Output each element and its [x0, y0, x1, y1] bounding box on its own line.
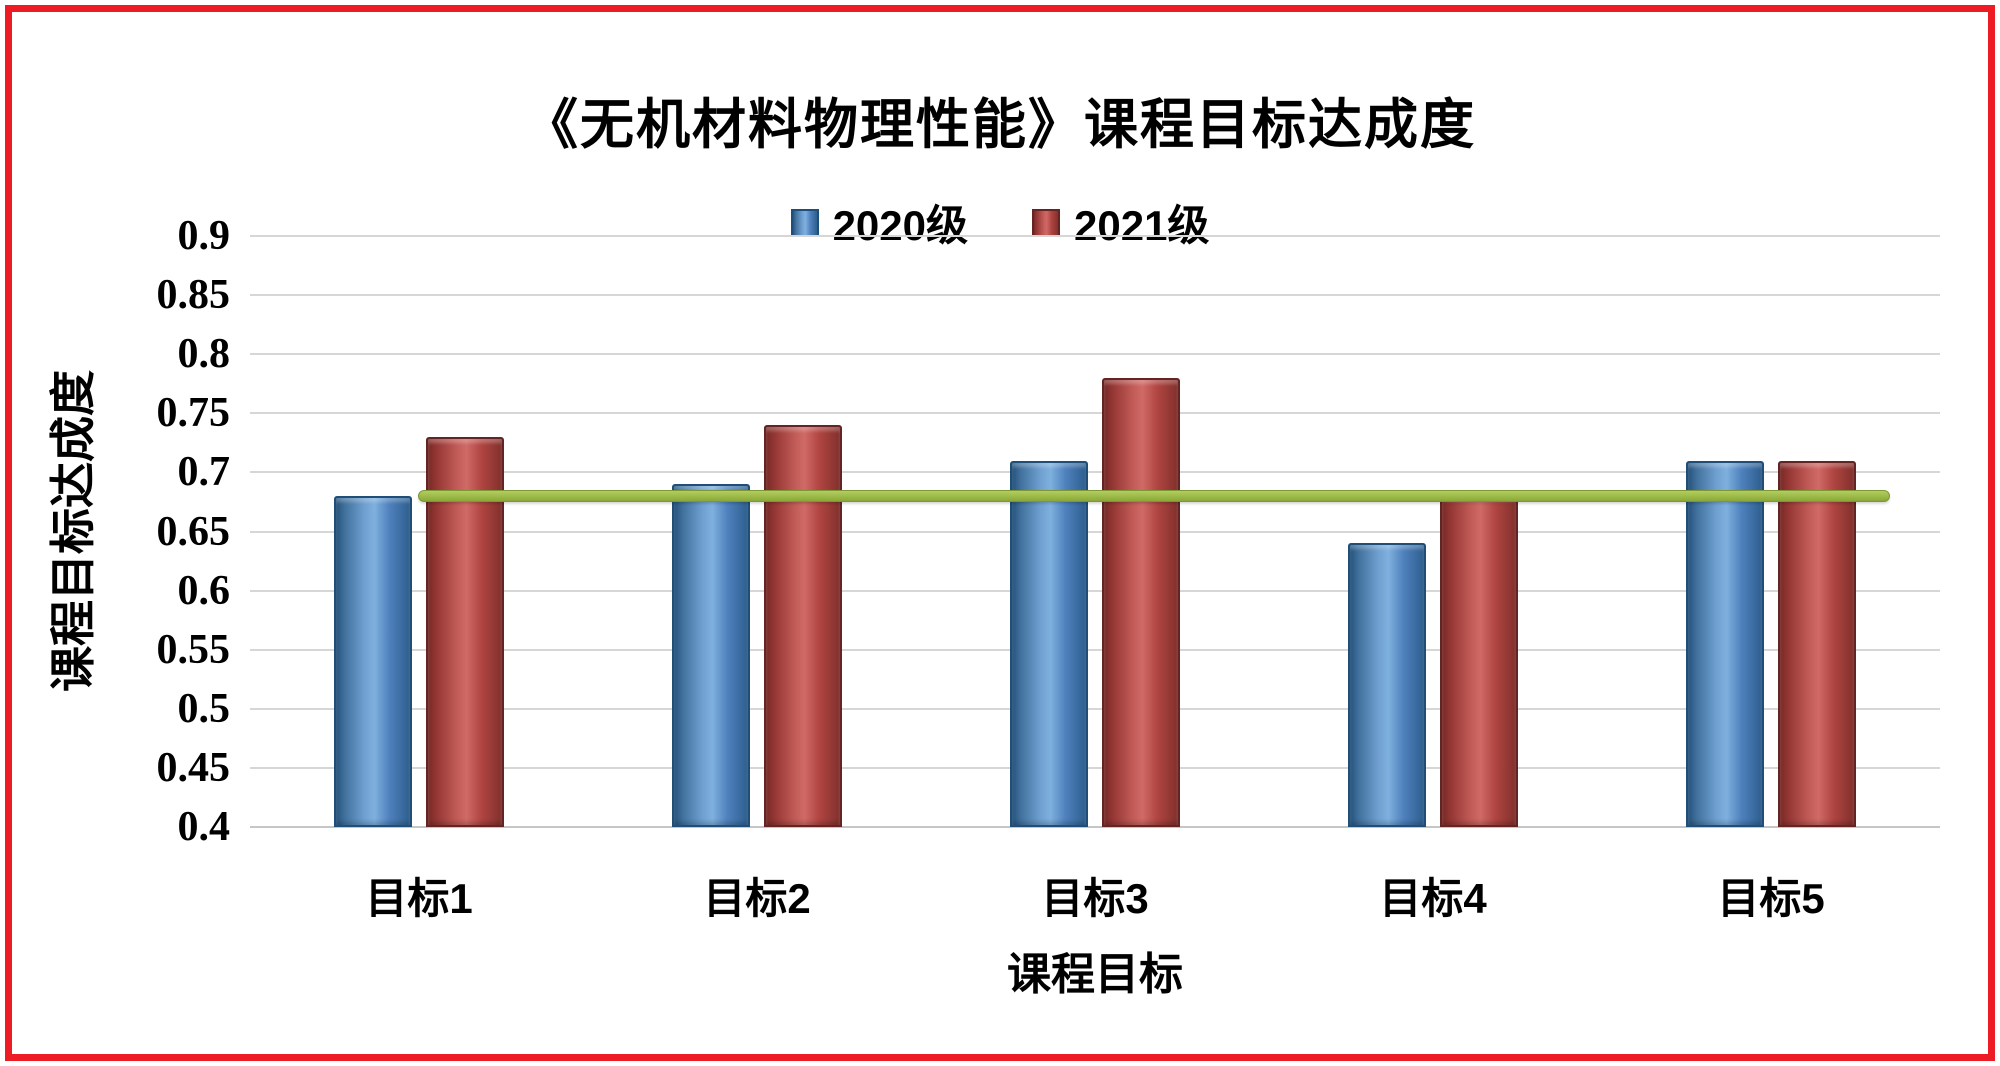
gridline — [250, 294, 1940, 297]
bar-series2-cat5 — [1778, 460, 1856, 827]
x-category-label: 目标2 — [703, 875, 811, 922]
y-tick-label: 0.55 — [156, 626, 231, 673]
y-tick-label: 0.85 — [156, 272, 231, 319]
x-axis-label: 课程目标 — [1007, 950, 1183, 999]
y-tick-label: 0.8 — [177, 331, 231, 378]
gridline — [250, 530, 1940, 533]
y-tick-label: 0.65 — [156, 508, 231, 555]
gridline — [250, 412, 1940, 415]
y-tick-label: 0.7 — [177, 449, 231, 496]
y-tick-label: 0.45 — [156, 744, 231, 791]
bar-series2-cat3 — [1102, 377, 1180, 827]
bar-series1-cat5 — [1686, 460, 1764, 827]
y-tick-label: 0.9 — [177, 213, 231, 259]
y-tick-label: 0.4 — [177, 804, 231, 850]
bar-series1-cat3 — [1010, 460, 1088, 827]
x-category-label: 目标5 — [1717, 875, 1825, 922]
legend-swatch-icon — [790, 208, 819, 237]
legend-label: 2020级 — [832, 202, 968, 249]
bar-series2-cat2 — [764, 425, 842, 827]
gridline — [250, 353, 1940, 356]
y-tick-label: 0.75 — [156, 390, 231, 437]
y-tick-label: 0.6 — [177, 567, 231, 614]
x-category-label: 目标3 — [1041, 875, 1149, 922]
legend-swatch-icon — [1032, 208, 1060, 237]
gridline — [250, 766, 1940, 769]
bar-series1-cat1 — [334, 496, 412, 827]
gridline — [250, 707, 1940, 710]
bar-series1-cat4 — [1348, 543, 1426, 827]
gridline — [250, 589, 1940, 592]
bar-series1-cat2 — [672, 484, 750, 827]
bar-series2-cat4 — [1440, 496, 1518, 827]
legend-label: 2021级 — [1074, 202, 1210, 249]
chart-title: 《无机材料物理性能》课程目标达成度 — [524, 95, 1476, 155]
x-category-label: 目标4 — [1379, 875, 1487, 922]
gridline — [250, 648, 1940, 651]
gridline — [250, 826, 1940, 828]
gridline — [250, 471, 1940, 474]
threshold-line — [418, 490, 1890, 503]
gridline — [250, 235, 1940, 237]
x-category-label: 目标1 — [365, 875, 473, 922]
plot-area — [250, 235, 1940, 828]
y-tick-label: 0.5 — [177, 685, 231, 732]
